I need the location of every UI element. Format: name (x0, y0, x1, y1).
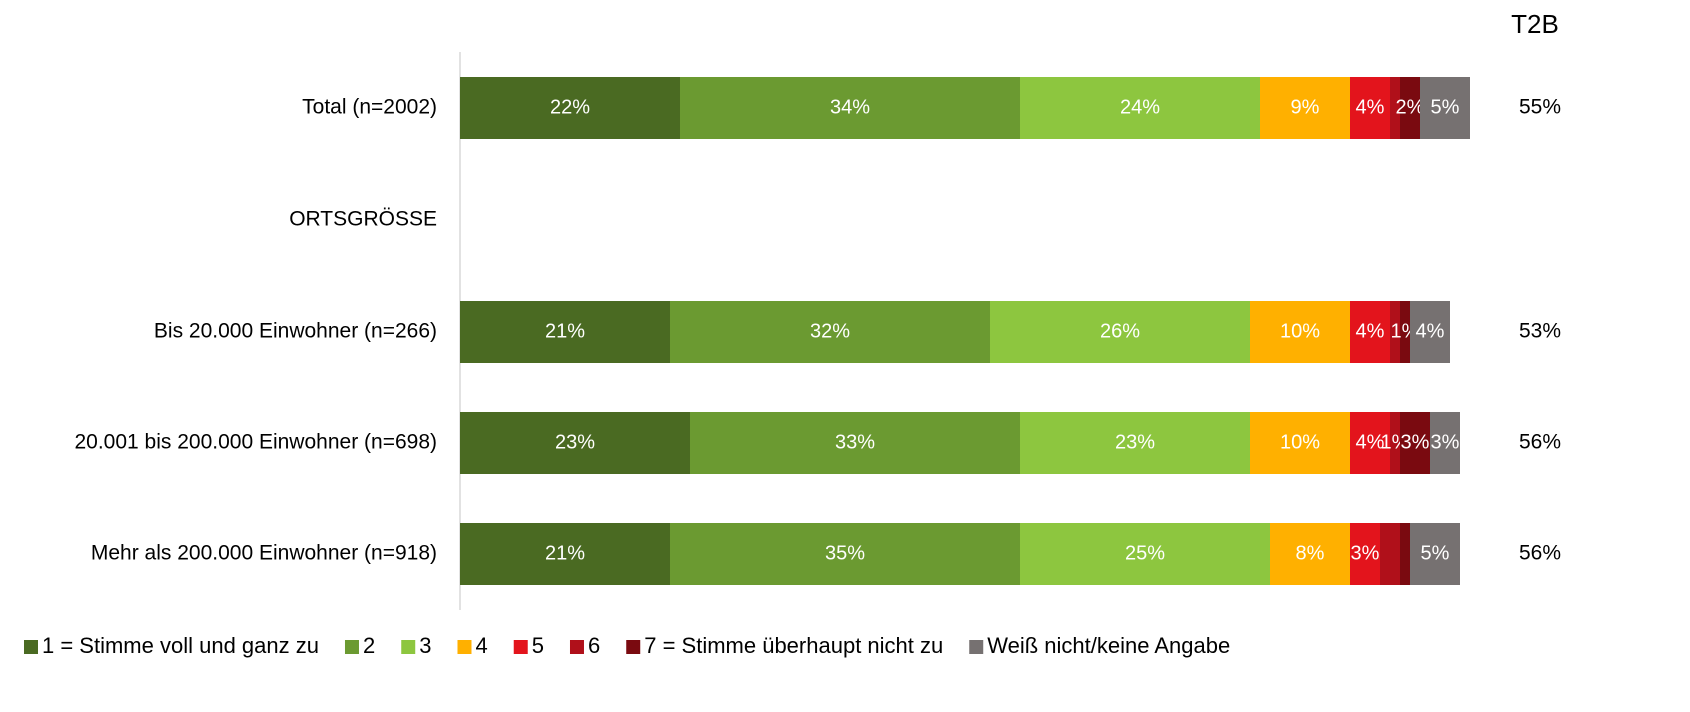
legend-label: Weiß nicht/keine Angabe (987, 633, 1230, 658)
legend-swatch (626, 640, 641, 654)
category-label: Mehr als 200.000 Einwohner (n=918) (91, 542, 437, 565)
bar-segment (1400, 77, 1420, 139)
legend-label: 5 (532, 633, 544, 658)
data-label: 10% (1280, 320, 1320, 342)
data-label: 9% (1291, 96, 1320, 118)
bar-segment (670, 523, 1020, 585)
data-label: 3% (1431, 431, 1460, 453)
data-label: 33% (835, 431, 875, 453)
data-label: 22% (550, 96, 590, 118)
legend-label: 7 = Stimme überhaupt nicht zu (644, 633, 943, 658)
legend-label: 3 (419, 633, 431, 658)
data-label: 5% (1421, 542, 1450, 564)
bar-segment (1410, 301, 1450, 363)
bar-segment (1020, 77, 1260, 139)
data-label: 35% (825, 542, 865, 564)
data-label: 5% (1431, 96, 1460, 118)
legend-label: 1 = Stimme voll und ganz zu (42, 633, 319, 658)
data-label: 34% (830, 96, 870, 118)
t2b-value: 53% (1519, 320, 1561, 343)
bar-segment (1400, 412, 1430, 474)
bar-segment (1260, 77, 1350, 139)
data-label: 10% (1280, 431, 1320, 453)
data-label: 24% (1120, 96, 1160, 118)
category-label: 20.001 bis 200.000 Einwohner (n=698) (74, 431, 437, 454)
data-label: 4% (1356, 431, 1385, 453)
category-label: Total (n=2002) (302, 96, 437, 119)
legend-swatch (457, 640, 472, 654)
bar-segment (460, 523, 670, 585)
data-label: 32% (810, 320, 850, 342)
bar-segment (690, 412, 1020, 474)
bar-segment (1270, 523, 1350, 585)
bar-segment (1430, 412, 1460, 474)
t2b-title: T2B (1511, 9, 1559, 39)
data-label: 8% (1296, 542, 1325, 564)
data-label: 4% (1356, 320, 1385, 342)
legend-swatch (401, 640, 416, 654)
bar-segment (1420, 77, 1470, 139)
bar-segment (1350, 77, 1390, 139)
bar-segment (1390, 412, 1400, 474)
data-label: 4% (1416, 320, 1445, 342)
t2b-value: 56% (1519, 542, 1561, 565)
legend-swatch (569, 640, 584, 654)
bar-segment (1350, 523, 1380, 585)
bar-segment (1350, 301, 1390, 363)
data-label: 23% (1115, 431, 1155, 453)
legend-swatch (344, 640, 359, 654)
bar-segment (1250, 412, 1350, 474)
bar-segment (460, 301, 670, 363)
data-label: 2% (1396, 96, 1425, 118)
bar-segment (1020, 523, 1270, 585)
data-label: 3% (1401, 431, 1430, 453)
bar-segment (1250, 301, 1350, 363)
legend-label: 2 (363, 633, 375, 658)
bar-segment (1400, 301, 1410, 363)
category-label: ORTSGRÖSSE (289, 208, 437, 231)
data-label: 25% (1125, 542, 1165, 564)
data-label: 21% (545, 320, 585, 342)
t2b-value: 56% (1519, 431, 1561, 454)
data-label: 21% (545, 542, 585, 564)
bar-segment (680, 77, 1020, 139)
bar-segment (1380, 523, 1400, 585)
bar-segment (1020, 412, 1250, 474)
bar-segment (1390, 301, 1400, 363)
bar-segment (1390, 77, 1400, 139)
bar-segment (990, 301, 1250, 363)
legend-swatch (513, 640, 528, 654)
data-label: 3% (1351, 542, 1380, 564)
bar-segment (670, 301, 990, 363)
t2b-value: 55% (1519, 96, 1561, 119)
data-label: 23% (555, 431, 595, 453)
data-label: 4% (1356, 96, 1385, 118)
data-label: 26% (1100, 320, 1140, 342)
legend-label: 4 (475, 633, 487, 658)
legend-swatch (969, 640, 984, 654)
legend-swatch (24, 640, 38, 654)
bar-segment (460, 77, 680, 139)
legend-label: 6 (588, 633, 600, 658)
category-label: Bis 20.000 Einwohner (n=266) (154, 320, 437, 343)
bar-segment (460, 412, 690, 474)
bar-segment (1350, 412, 1390, 474)
bar-segment (1410, 523, 1460, 585)
bar-segment (1400, 523, 1410, 585)
